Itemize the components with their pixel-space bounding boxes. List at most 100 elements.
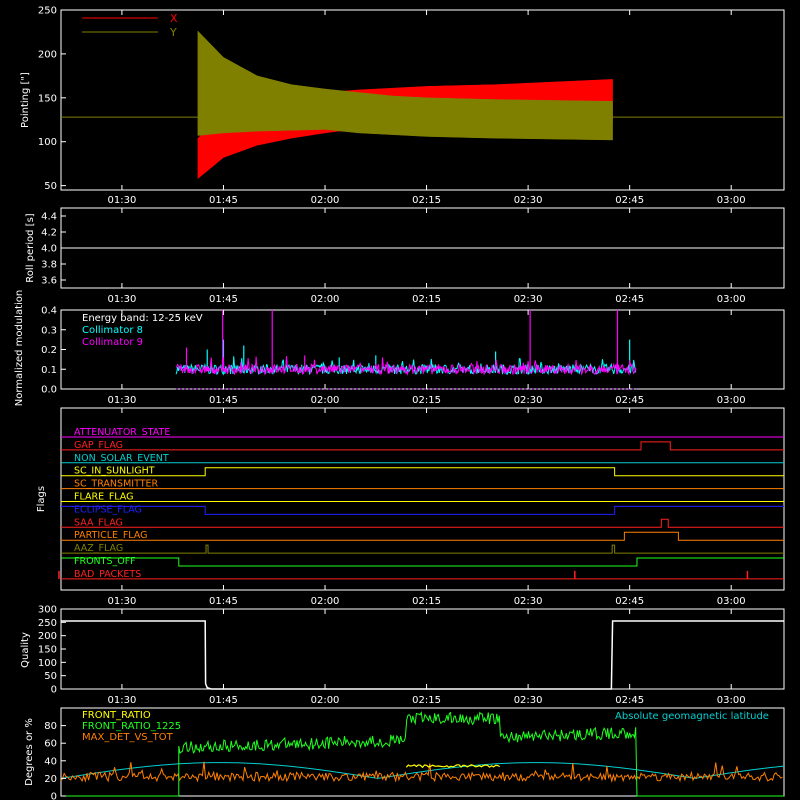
x-tick-label: 02:00	[311, 294, 340, 305]
y-tick-label: 3.8	[41, 260, 57, 271]
max-det-vs-tot-trace	[60, 761, 783, 783]
y-tick-label: 0.1	[41, 365, 57, 376]
flag-label: FRONTS_OFF	[74, 556, 136, 567]
x-tick-label: 02:30	[514, 195, 543, 206]
flag-trace	[61, 518, 784, 528]
x-tick-label: 01:30	[108, 695, 137, 706]
pointing-legend: X Y	[82, 12, 178, 39]
flag-label: SC_IN_SUNLIGHT	[74, 466, 155, 477]
x-tick-label: 01:30	[108, 195, 137, 206]
x-tick-label: 02:30	[514, 395, 543, 406]
x-tick-label: 01:45	[209, 596, 238, 607]
x-tick-label: 03:00	[717, 596, 746, 607]
x-tick-label: 01:30	[108, 596, 137, 607]
y-tick-label: 50	[44, 671, 57, 682]
roll-period-ylabel: Roll period [s]	[25, 213, 36, 282]
x-tick-label: 02:15	[412, 695, 441, 706]
flag-trace	[61, 467, 784, 477]
x-tick-label: 03:00	[717, 294, 746, 305]
x-tick-label: 02:30	[514, 294, 543, 305]
x-tick-label: 01:30	[108, 294, 137, 305]
y-tick-label: 250	[38, 6, 57, 17]
front-ratio-trace	[405, 764, 500, 769]
front-ratio-1225-trace	[61, 711, 784, 797]
x-tick-label: 02:45	[615, 695, 644, 706]
x-tick-label: 02:45	[615, 294, 644, 305]
x-tick-label: 02:15	[412, 596, 441, 607]
flags-frame	[60, 407, 785, 591]
modulation-ylabel: Normalized modulation	[14, 290, 25, 407]
y-tick-label: 0.3	[41, 325, 57, 336]
x-tick-label: 01:45	[209, 695, 238, 706]
flag-trace	[61, 505, 784, 515]
legend-front-ratio: FRONT_RATIO	[82, 710, 151, 721]
x-tick-label: 01:45	[209, 395, 238, 406]
legend-max-det-vs-tot: MAX_DET_VS_TOT	[82, 732, 174, 743]
flag-label: BAD_PACKETS	[74, 569, 141, 580]
y-tick-label: 100	[38, 137, 57, 148]
y-tick-label: 0	[51, 685, 57, 696]
flag-trace	[61, 557, 784, 567]
x-tick-label: 02:00	[311, 695, 340, 706]
flag-trace	[61, 531, 784, 541]
y-tick-label: 60	[44, 739, 57, 750]
legend-collimator-9: Collimator 9	[82, 337, 143, 348]
y-tick-label: 0.2	[41, 345, 57, 356]
y-tick-label: 4.4	[41, 212, 57, 223]
flag-label: PARTICLE_FLAG	[74, 530, 147, 541]
x-tick-label: 01:30	[108, 395, 137, 406]
y-tick-label: 4.2	[41, 228, 57, 239]
y-tick-label: 150	[38, 93, 57, 104]
collimator-9-trace	[175, 356, 637, 376]
legend-collimator-8: Collimator 8	[82, 325, 143, 336]
quality-line	[61, 620, 784, 690]
flag-label: FLARE_FLAG	[74, 492, 134, 503]
flag-label: AAZ_FLAG	[74, 543, 123, 554]
x-tick-label: 02:15	[412, 294, 441, 305]
ratios-frame	[60, 707, 785, 797]
x-tick-label: 02:30	[514, 695, 543, 706]
y-tick-label: 4.0	[41, 244, 57, 255]
y-tick-label: 0.0	[41, 385, 57, 396]
legend-geomagnetic-latitude: Absolute geomagnetic latitude	[615, 711, 769, 722]
modulation-energy-band: Energy band: 12-25 keV	[82, 313, 203, 324]
pointing-y-band	[197, 30, 613, 141]
ratios-ylabel: Degrees or %	[24, 718, 35, 786]
x-tick-label: 02:00	[311, 596, 340, 607]
x-tick-label: 02:45	[615, 395, 644, 406]
y-tick-label: 80	[44, 721, 57, 732]
x-tick-label: 01:45	[209, 294, 238, 305]
flags-panel: ATTENUATOR_STATE GAP_FLAG NON_SOLAR_EVENT S…	[36, 407, 785, 607]
y-tick-label: 40	[44, 756, 57, 767]
y-tick-label: 200	[38, 49, 57, 60]
y-tick-label: 250	[38, 618, 57, 629]
flag-trace	[61, 544, 784, 554]
y-tick-label: 0.4	[41, 306, 57, 317]
x-tick-label: 01:45	[209, 195, 238, 206]
x-tick-label: 03:00	[717, 395, 746, 406]
flag-label: NON_SOLAR_EVENT	[74, 453, 169, 464]
y-tick-label: 100	[38, 658, 57, 669]
legend-x-label: X	[170, 12, 178, 25]
flag-label: SC_TRANSMITTER	[74, 479, 159, 490]
x-tick-label: 02:15	[412, 195, 441, 206]
x-tick-label: 03:00	[717, 195, 746, 206]
x-tick-label: 03:00	[717, 695, 746, 706]
quality-ylabel: Quality	[20, 632, 31, 668]
y-tick-label: 50	[44, 181, 57, 192]
flag-trace	[61, 441, 784, 451]
x-tick-label: 02:00	[311, 195, 340, 206]
y-tick-label: 3.6	[41, 276, 57, 287]
y-tick-label: 150	[38, 645, 57, 656]
latitude-curve	[60, 762, 785, 779]
x-tick-label: 02:45	[615, 596, 644, 607]
legend-front-ratio-1225: FRONT_RATIO_1225	[82, 721, 181, 732]
y-tick-label: 200	[38, 631, 57, 642]
legend-y-label: Y	[169, 26, 177, 39]
x-tick-label: 02:15	[412, 395, 441, 406]
roll-period-panel: 3.6 3.8 4.0 4.2 4.4 01:30 01:45 02:00 02:15 02:30…	[25, 207, 785, 305]
quality-panel: 0 50 100 150 200 250 300 01:30 01:45 02:00 02:15 02…	[20, 605, 785, 706]
flag-label: SAA_FLAG	[74, 517, 123, 528]
pointing-panel: 50 100 150 200 250 01:30 01:45 02:00 02:15 02:30 0…	[20, 6, 785, 206]
ratios-panel: 0 20 40 60 80 Degrees or % FRONT_RATIO FRONT…	[24, 707, 785, 800]
